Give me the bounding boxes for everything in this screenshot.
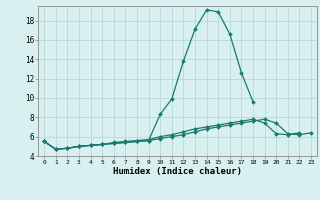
X-axis label: Humidex (Indice chaleur): Humidex (Indice chaleur) <box>113 167 242 176</box>
